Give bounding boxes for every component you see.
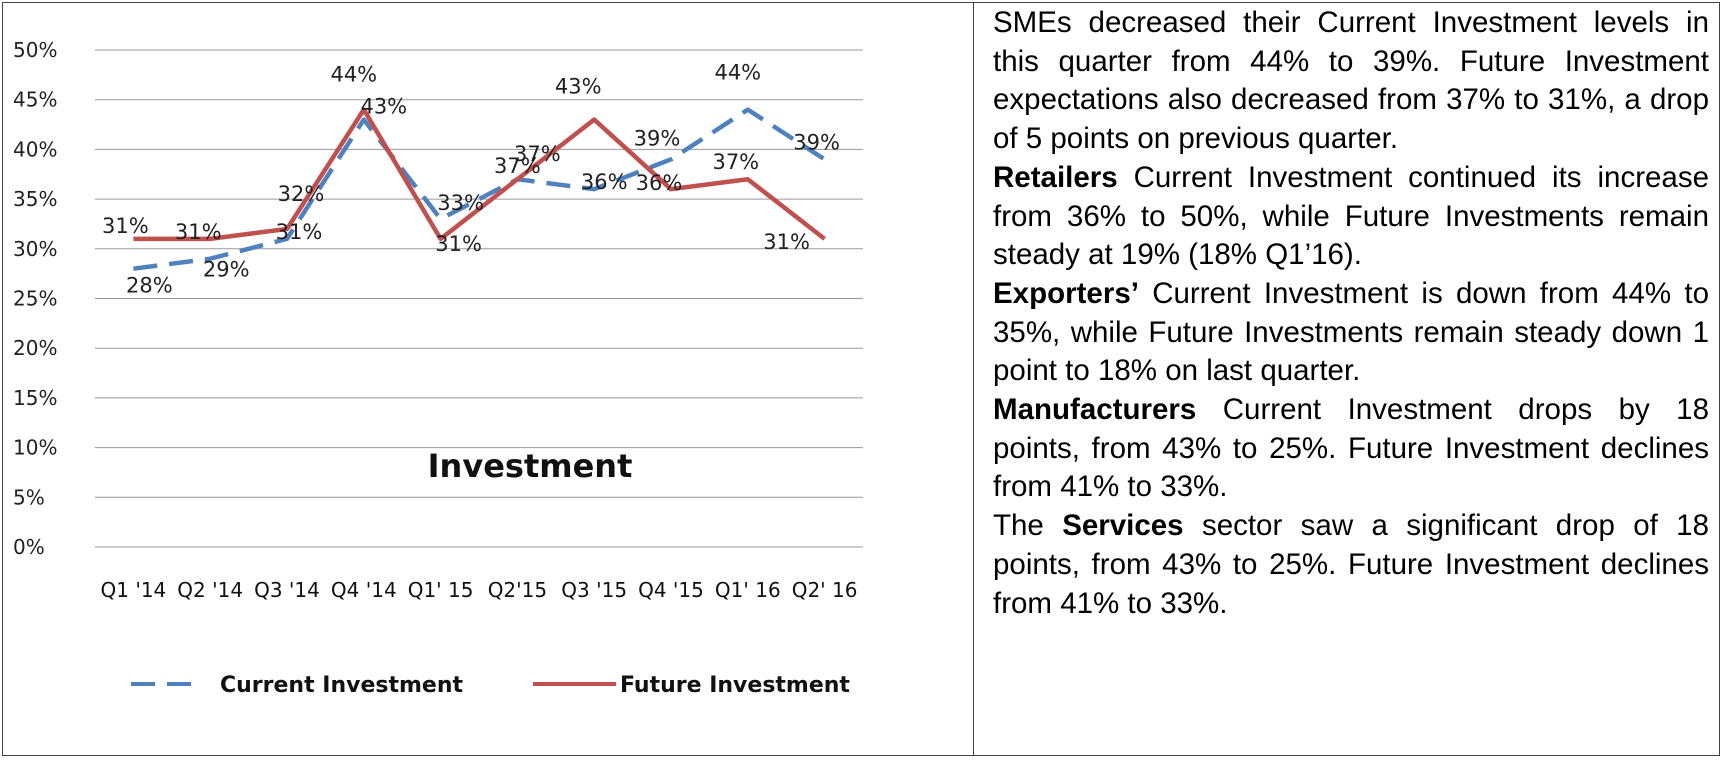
y-tick-label: 45% xyxy=(13,88,57,112)
x-tick-label: Q2'15 xyxy=(488,578,547,602)
data-label: 37% xyxy=(494,154,541,178)
data-label: 37% xyxy=(712,150,759,174)
x-tick-label: Q4 '15 xyxy=(638,578,704,602)
y-tick-label: 5% xyxy=(13,485,45,509)
y-tick-label: 50% xyxy=(13,38,57,62)
exporters-heading: Exporters’ xyxy=(993,276,1139,310)
series-line-current-investment xyxy=(133,107,826,271)
data-label: 31% xyxy=(763,230,810,254)
services-prefix: The xyxy=(993,509,1063,543)
retailers-heading: Retailers xyxy=(993,160,1118,194)
data-label: 28% xyxy=(126,274,173,298)
series-line-future-investment xyxy=(133,107,826,242)
y-tick-label: 25% xyxy=(13,287,57,311)
commentary-sme-summary: SMEs decreased their Current Investment … xyxy=(993,6,1709,156)
investment-line-chart: 0% 5% 10% 15% 20% 25% 30% 35% 40% 45% 50% Q1 '14 Q2… xyxy=(13,38,863,698)
commentary-exporters: Exporters’ Current Investment is down fr… xyxy=(993,275,1709,391)
data-label: 31% xyxy=(102,214,149,238)
panel-divider xyxy=(973,2,974,756)
y-tick-label: 20% xyxy=(13,336,57,360)
y-tick-label: 40% xyxy=(13,137,57,161)
x-tick-label: Q1 '14 xyxy=(101,578,167,602)
legend-future-investment-label: Future Investment xyxy=(620,673,850,698)
data-label: 37% xyxy=(514,142,561,166)
data-label: 43% xyxy=(555,75,602,99)
data-label: 36% xyxy=(636,171,683,195)
gridlines xyxy=(95,49,863,548)
data-label: 29% xyxy=(203,258,250,282)
x-tick-label: Q2 '14 xyxy=(177,578,243,602)
chart-title: Investment xyxy=(428,447,633,485)
y-tick-label: 30% xyxy=(13,237,57,261)
commentary-services: The Services sector saw a significant dr… xyxy=(993,507,1709,623)
data-label: 36% xyxy=(581,170,628,194)
y-tick-label: 15% xyxy=(13,386,57,410)
manufacturers-heading: Manufacturers xyxy=(993,393,1197,427)
retailers-text: Current Investment continued its increas… xyxy=(993,160,1709,272)
services-heading: Services xyxy=(1062,509,1184,543)
data-label: 39% xyxy=(793,130,840,154)
legend-current-investment-label: Current Investment xyxy=(220,673,463,698)
commentary-manufacturers: Manufacturers Current Investment drops b… xyxy=(993,391,1709,507)
data-label: 39% xyxy=(634,126,681,150)
x-tick-label: Q2' 16 xyxy=(792,578,858,602)
commentary-panel: SMEs decreased their Current Investment … xyxy=(993,4,1709,623)
data-label: 44% xyxy=(714,61,761,85)
x-tick-label: Q3 '15 xyxy=(561,578,627,602)
data-label: 31% xyxy=(435,232,482,256)
data-label: 32% xyxy=(278,182,325,206)
data-label: 44% xyxy=(330,63,377,87)
x-tick-label: Q1' 16 xyxy=(715,578,781,602)
x-tick-label: Q4 '14 xyxy=(331,578,397,602)
data-label: 43% xyxy=(360,95,407,119)
exporters-text: Current Investment is down from 44% to 3… xyxy=(993,276,1709,388)
manufacturers-text: Current Investment drops by 18 points, f… xyxy=(993,393,1709,504)
x-axis: Q1 '14 Q2 '14 Q3 '14 Q4 '14 Q1' 15 Q2'15 Q3 '1… xyxy=(101,578,858,602)
commentary-retailers: Retailers Current Investment continued i… xyxy=(993,159,1709,275)
y-tick-label: 35% xyxy=(13,187,57,211)
y-axis: 0% 5% 10% 15% 20% 25% 30% 35% 40% 45% 50% xyxy=(13,38,57,559)
data-label: 31% xyxy=(276,220,323,244)
y-tick-label: 0% xyxy=(13,535,45,559)
y-tick-label: 10% xyxy=(13,436,57,460)
x-tick-label: Q1' 15 xyxy=(408,578,474,602)
series-lines xyxy=(133,107,826,271)
services-text: sector saw a significant drop of 18 poin… xyxy=(993,509,1709,620)
legend: Current Investment Future Investment xyxy=(131,673,850,698)
x-tick-label: Q3 '14 xyxy=(254,578,320,602)
data-labels: 28%29%31%43%33%37%36%39%44%39%31% 31%32%4… xyxy=(102,61,840,298)
data-label: 33% xyxy=(437,191,484,215)
data-label: 31% xyxy=(175,220,222,244)
